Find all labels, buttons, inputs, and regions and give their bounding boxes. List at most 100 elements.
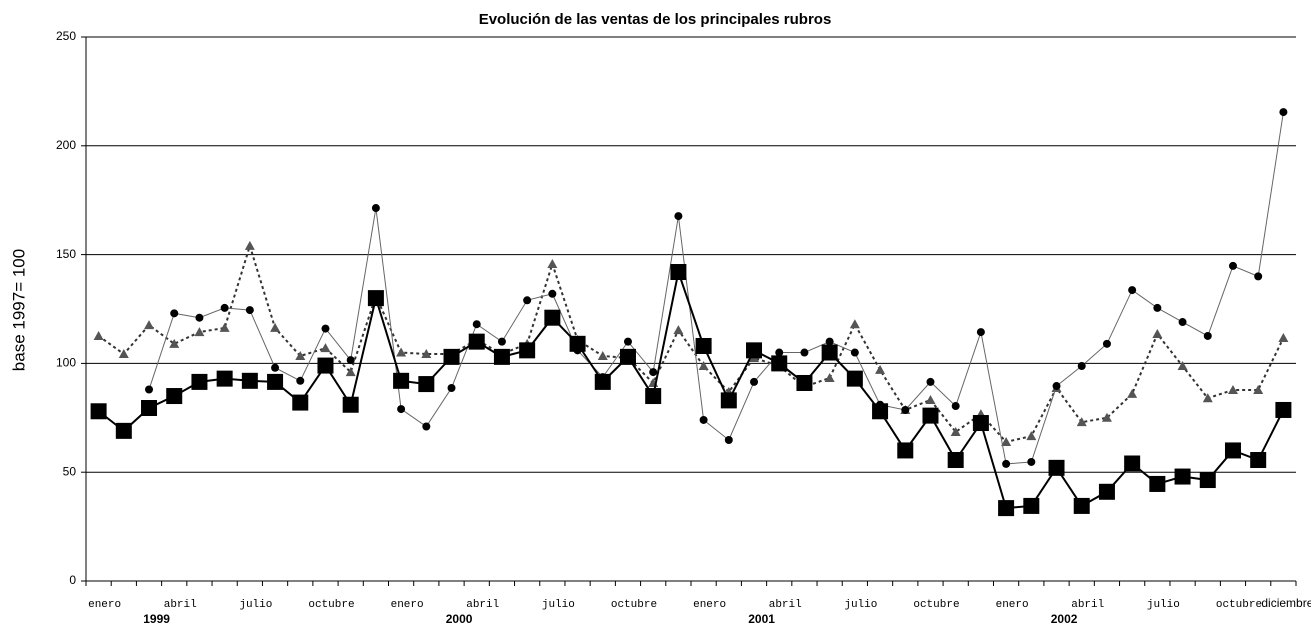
y-tick-label: 200 — [56, 138, 76, 152]
year-label: 2001 — [748, 612, 775, 626]
square-marker — [1224, 442, 1241, 459]
circle-marker — [170, 309, 179, 318]
circle-marker — [1027, 457, 1036, 466]
circle-marker — [1102, 339, 1111, 348]
circle-marker — [321, 324, 330, 333]
square-marker — [141, 400, 158, 417]
circle-marker — [674, 212, 683, 221]
triangle-marker — [950, 426, 961, 436]
x-tick-label: julio — [239, 599, 272, 611]
circle-marker — [1128, 286, 1137, 295]
triangle-marker — [118, 349, 129, 359]
chart-title: Evolución de las ventas de los principal… — [479, 11, 832, 28]
circle-marker — [220, 303, 229, 312]
square-marker — [922, 407, 939, 424]
x-tick-label: enero — [391, 599, 424, 611]
triangle-marker — [875, 364, 886, 374]
square-marker — [746, 342, 763, 359]
square-marker — [972, 415, 989, 432]
circle-marker — [724, 435, 733, 444]
square-marker — [1124, 455, 1141, 472]
square-marker — [1250, 452, 1267, 469]
square-marker — [947, 452, 964, 469]
triangle-marker — [1278, 332, 1289, 342]
circle-marker — [422, 422, 431, 431]
square-marker — [443, 348, 460, 365]
square-marker — [569, 335, 586, 352]
square-marker — [468, 333, 485, 350]
triangle-marker — [295, 351, 306, 361]
circle-marker — [346, 356, 355, 365]
circle-marker — [775, 348, 784, 357]
square-marker — [342, 396, 359, 413]
x-tick-label: enero — [693, 599, 726, 611]
circle-marker — [245, 306, 254, 315]
square-marker — [317, 357, 334, 374]
circle-marker — [1002, 459, 1011, 468]
triangle-marker — [1076, 417, 1087, 427]
circle-marker — [548, 289, 557, 298]
circle-marker — [951, 402, 960, 411]
circle-marker — [371, 204, 380, 213]
square-marker — [695, 337, 712, 354]
circle-marker — [649, 368, 658, 377]
triangle-marker — [597, 351, 608, 361]
triangle-marker — [270, 322, 281, 332]
year-label: 1999 — [143, 612, 170, 626]
circle-marker — [800, 348, 809, 357]
triangle-marker — [345, 367, 356, 377]
circle-marker — [447, 383, 456, 392]
circle-marker — [1279, 108, 1288, 117]
y-tick-label: 250 — [56, 29, 76, 43]
triangle-marker — [1152, 329, 1163, 339]
triangle-marker — [194, 327, 205, 337]
triangle-marker — [1026, 431, 1037, 441]
y-tick-label: 100 — [56, 356, 76, 370]
triangle-marker — [547, 258, 558, 268]
circle-marker — [397, 405, 406, 414]
triangle-marker — [1101, 412, 1112, 422]
triangle-marker — [1001, 436, 1012, 446]
square-marker — [1073, 497, 1090, 514]
square-marker — [1275, 401, 1292, 418]
x-tick-label: abril — [1071, 599, 1104, 611]
triangle-marker — [849, 319, 860, 329]
x-tick-label: octubre — [308, 599, 354, 611]
circle-marker — [1178, 318, 1187, 327]
circle-marker — [1153, 303, 1162, 312]
square-marker — [166, 388, 183, 405]
square-marker — [720, 392, 737, 409]
circle-marker — [1228, 261, 1237, 270]
year-label: 2002 — [1051, 612, 1078, 626]
square-marker — [619, 348, 636, 365]
triangle-marker — [1177, 361, 1188, 371]
square-marker — [1023, 497, 1040, 514]
square-marker — [544, 309, 561, 326]
circle-marker — [1077, 362, 1086, 371]
triangle-marker — [244, 240, 255, 250]
triangle-marker — [1202, 393, 1213, 403]
triangle-marker — [219, 322, 230, 332]
year-label: 2000 — [446, 612, 473, 626]
y-axis-label: base 1997= 100 — [9, 249, 28, 371]
series-line — [98, 242, 1285, 444]
x-tick-label: abril — [466, 599, 499, 611]
triangle-marker — [698, 361, 709, 371]
triangle-marker — [673, 325, 684, 335]
square-marker — [418, 376, 435, 393]
x-tick-label: julio — [1147, 599, 1180, 611]
circle-marker — [271, 363, 280, 372]
square-marker — [1098, 483, 1115, 500]
y-tick-label: 150 — [56, 247, 76, 261]
square-marker — [796, 374, 813, 391]
series-line — [148, 111, 1284, 465]
circle-marker — [145, 385, 154, 394]
circle-marker — [1254, 272, 1263, 281]
circle-marker — [623, 337, 632, 346]
x-tick-label: diciembre — [1261, 596, 1311, 610]
square-marker — [998, 500, 1015, 517]
square-marker — [519, 342, 536, 359]
triangle-marker — [925, 394, 936, 404]
y-tick-label: 0 — [69, 573, 76, 587]
